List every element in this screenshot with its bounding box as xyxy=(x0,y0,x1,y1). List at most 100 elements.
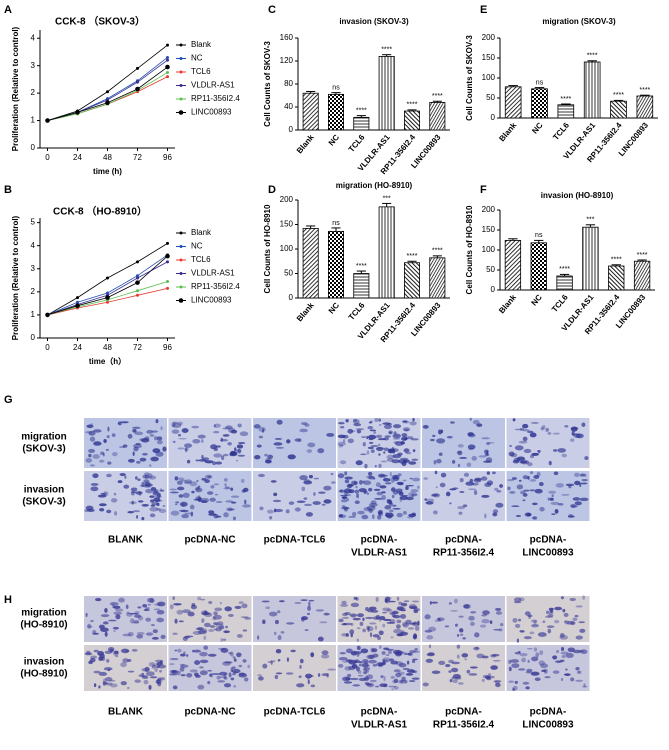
cell xyxy=(269,515,273,520)
cell xyxy=(187,611,195,617)
cell xyxy=(579,473,587,477)
cell xyxy=(207,653,217,657)
cell xyxy=(118,421,122,426)
cell xyxy=(303,497,308,500)
cell xyxy=(568,484,572,489)
cell xyxy=(537,632,547,637)
cell xyxy=(169,673,178,676)
cell xyxy=(290,649,296,653)
cell xyxy=(239,431,249,437)
cell xyxy=(384,505,392,510)
cell xyxy=(88,448,96,453)
cell xyxy=(172,632,178,635)
annotation: **** xyxy=(407,102,418,109)
cell xyxy=(438,660,446,666)
x-tick-label: 0 xyxy=(45,343,50,352)
x-tick-label: NC xyxy=(327,133,341,148)
cell xyxy=(215,445,221,448)
cell xyxy=(395,661,403,666)
cell xyxy=(225,425,233,430)
y-tick-label: 5 xyxy=(31,218,36,227)
cell xyxy=(408,461,417,465)
x-tick-label: 72 xyxy=(133,343,142,352)
cell xyxy=(102,621,109,625)
cell xyxy=(308,474,313,479)
cell xyxy=(539,506,545,512)
y-tick-label: 150 xyxy=(482,225,496,234)
cell xyxy=(236,652,242,658)
cell xyxy=(352,684,361,687)
cell xyxy=(98,503,107,507)
cell xyxy=(338,443,344,448)
cell xyxy=(554,619,560,624)
cell xyxy=(237,448,242,454)
cell xyxy=(400,680,404,683)
cell xyxy=(494,487,499,491)
cell xyxy=(512,618,518,623)
cell xyxy=(156,666,160,669)
cell xyxy=(509,490,516,494)
cell xyxy=(169,657,179,661)
cell xyxy=(159,669,163,673)
cell xyxy=(389,431,392,434)
cell xyxy=(208,601,213,605)
cell xyxy=(213,622,219,626)
cell xyxy=(127,510,134,514)
cell xyxy=(369,429,377,432)
cell xyxy=(401,676,406,682)
cell xyxy=(299,664,302,669)
cell xyxy=(389,509,394,513)
cell xyxy=(141,481,145,488)
cell xyxy=(149,495,155,498)
cell xyxy=(525,686,530,690)
cell xyxy=(195,627,202,631)
cell xyxy=(522,493,528,497)
cell xyxy=(372,663,378,667)
x-tick-label: 24 xyxy=(73,343,82,352)
column-label: pcDNA- xyxy=(530,535,567,546)
cell xyxy=(374,497,383,500)
cell xyxy=(242,504,251,508)
bar xyxy=(583,61,601,119)
cell xyxy=(453,598,458,604)
cell xyxy=(180,509,189,513)
cell xyxy=(519,652,528,657)
x-tick-label: 24 xyxy=(73,153,82,162)
cell xyxy=(457,444,464,448)
cell xyxy=(224,661,233,664)
column-label: RP11-356I2.4 xyxy=(433,548,495,559)
cell xyxy=(411,493,415,497)
cell xyxy=(151,664,156,669)
cell xyxy=(228,508,236,511)
cell xyxy=(129,501,137,505)
cell xyxy=(356,627,361,630)
annotation: **** xyxy=(559,266,570,273)
cell xyxy=(530,671,540,676)
cell xyxy=(170,510,180,516)
cell xyxy=(468,615,475,621)
cell xyxy=(369,622,377,625)
cell xyxy=(159,489,165,492)
legend-marker xyxy=(179,258,183,262)
cell xyxy=(417,620,420,626)
cell xyxy=(518,440,528,444)
point xyxy=(165,253,170,259)
cell xyxy=(127,686,130,690)
cell xyxy=(308,601,311,607)
cell xyxy=(87,625,93,628)
cell xyxy=(200,497,210,503)
cell xyxy=(382,623,386,628)
x-tick-label: TCL6 xyxy=(347,300,367,322)
cell xyxy=(396,512,403,518)
legend-marker xyxy=(178,298,184,303)
cell xyxy=(217,680,226,683)
cell xyxy=(294,602,302,604)
y-tick-label: 4 xyxy=(31,241,36,250)
cell xyxy=(300,599,308,601)
cell xyxy=(108,619,117,622)
cell xyxy=(406,660,410,665)
cell xyxy=(157,664,167,669)
cell xyxy=(113,611,122,615)
cell xyxy=(224,606,232,612)
cell xyxy=(100,614,110,618)
